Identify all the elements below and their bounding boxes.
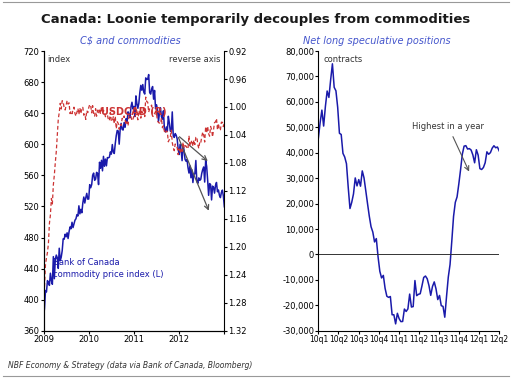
Text: index: index (47, 55, 70, 64)
Text: Highest in a year: Highest in a year (412, 122, 484, 170)
Text: contracts: contracts (324, 55, 363, 64)
Text: reverse axis: reverse axis (169, 55, 221, 64)
Text: USDCAD (R): USDCAD (R) (101, 107, 167, 117)
Text: Canada: Loonie temporarily decouples from commodities: Canada: Loonie temporarily decouples fro… (41, 13, 471, 26)
Text: NBF Economy & Strategy (data via Bank of Canada, Bloomberg): NBF Economy & Strategy (data via Bank of… (8, 361, 252, 370)
Text: Net long speculative positions: Net long speculative positions (303, 36, 450, 46)
Text: C$ and commodities: C$ and commodities (80, 36, 181, 46)
Text: Bank of Canada
commodity price index (L): Bank of Canada commodity price index (L) (53, 258, 163, 279)
